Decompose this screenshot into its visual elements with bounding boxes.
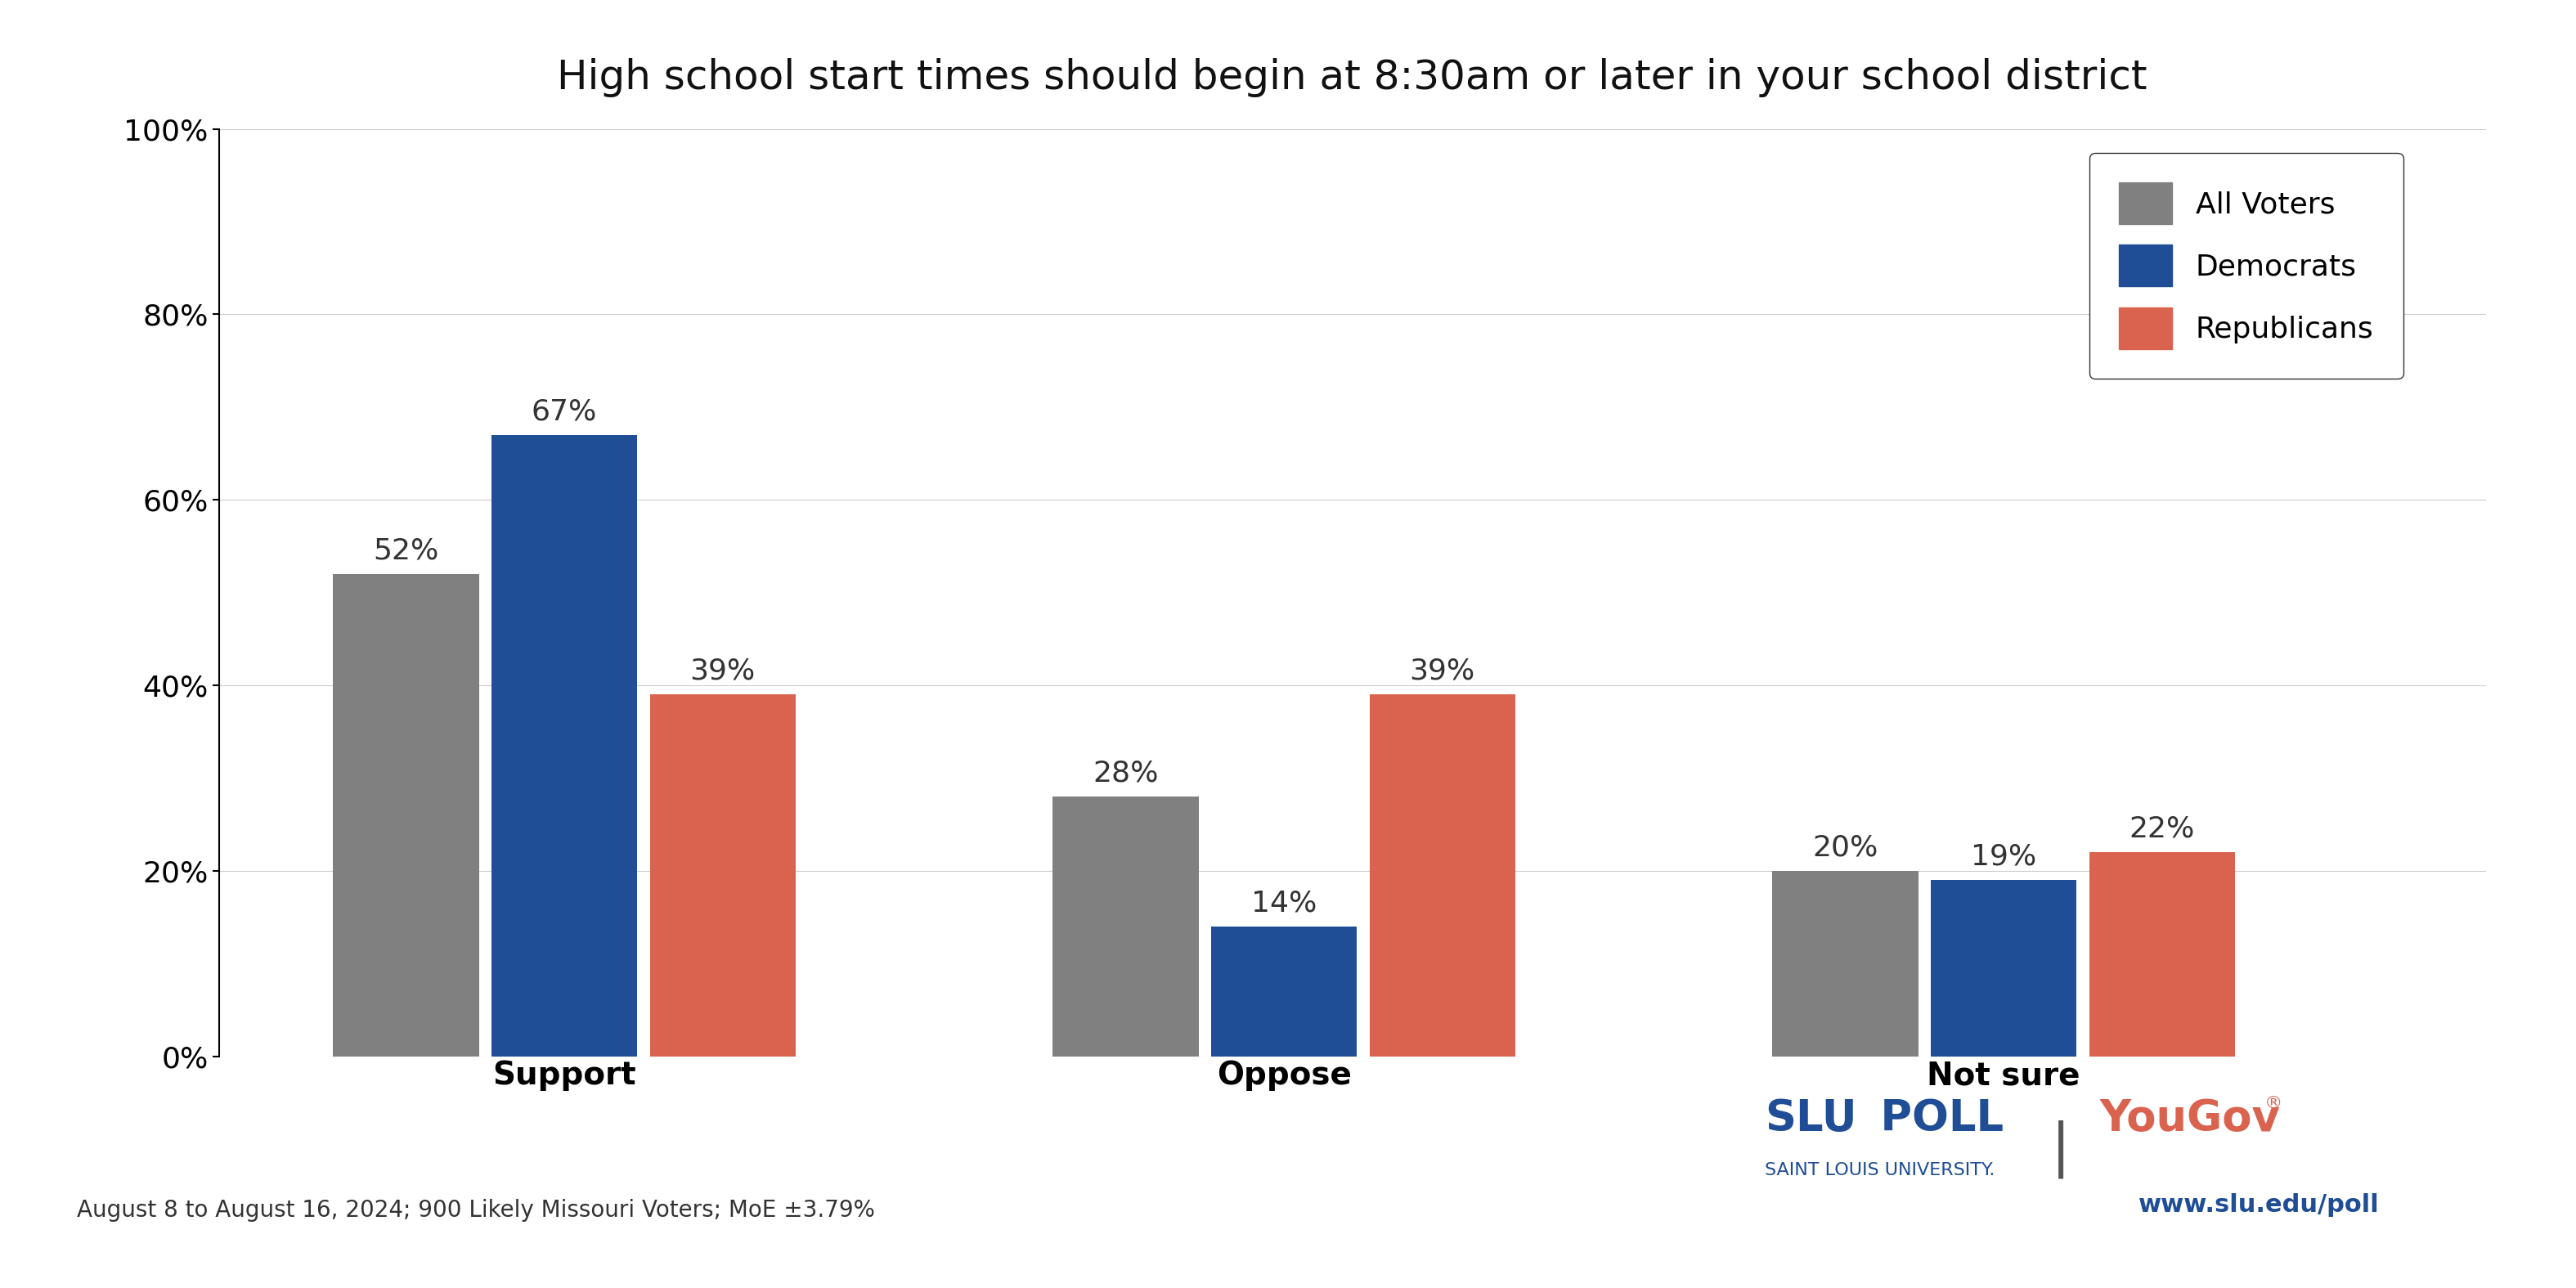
Text: 14%: 14% <box>1252 889 1316 917</box>
Title: High school start times should begin at 8:30am or later in your school district: High school start times should begin at … <box>556 58 2148 97</box>
Bar <box>332 574 479 1056</box>
Text: 20%: 20% <box>1814 833 1878 862</box>
Bar <box>1772 871 1919 1056</box>
Text: POLL: POLL <box>1865 1097 2004 1140</box>
Bar <box>1932 880 2076 1056</box>
Text: YouGov: YouGov <box>2099 1097 2280 1140</box>
Text: August 8 to August 16, 2024; 900 Likely Missouri Voters; MoE ±3.79%: August 8 to August 16, 2024; 900 Likely … <box>77 1199 876 1222</box>
Text: 28%: 28% <box>1092 760 1159 787</box>
Text: 52%: 52% <box>374 537 438 564</box>
Text: ®: ® <box>2264 1095 2282 1112</box>
Text: 67%: 67% <box>531 398 598 425</box>
Bar <box>1054 796 1198 1056</box>
Text: SAINT LOUIS UNIVERSITY.: SAINT LOUIS UNIVERSITY. <box>1765 1162 1994 1179</box>
Bar <box>2089 853 2236 1056</box>
Bar <box>1370 694 1515 1056</box>
Bar <box>492 435 636 1056</box>
Bar <box>1211 926 1358 1056</box>
Text: |: | <box>2050 1121 2071 1179</box>
Text: 19%: 19% <box>1971 842 2038 871</box>
Text: SLU: SLU <box>1765 1097 1857 1140</box>
Text: 39%: 39% <box>690 657 755 685</box>
Bar <box>649 694 796 1056</box>
Text: 39%: 39% <box>1409 657 1476 685</box>
Text: 22%: 22% <box>2130 815 2195 842</box>
Text: www.slu.edu/poll: www.slu.edu/poll <box>2138 1194 2380 1217</box>
Legend: All Voters, Democrats, Republicans: All Voters, Democrats, Republicans <box>2089 153 2403 379</box>
